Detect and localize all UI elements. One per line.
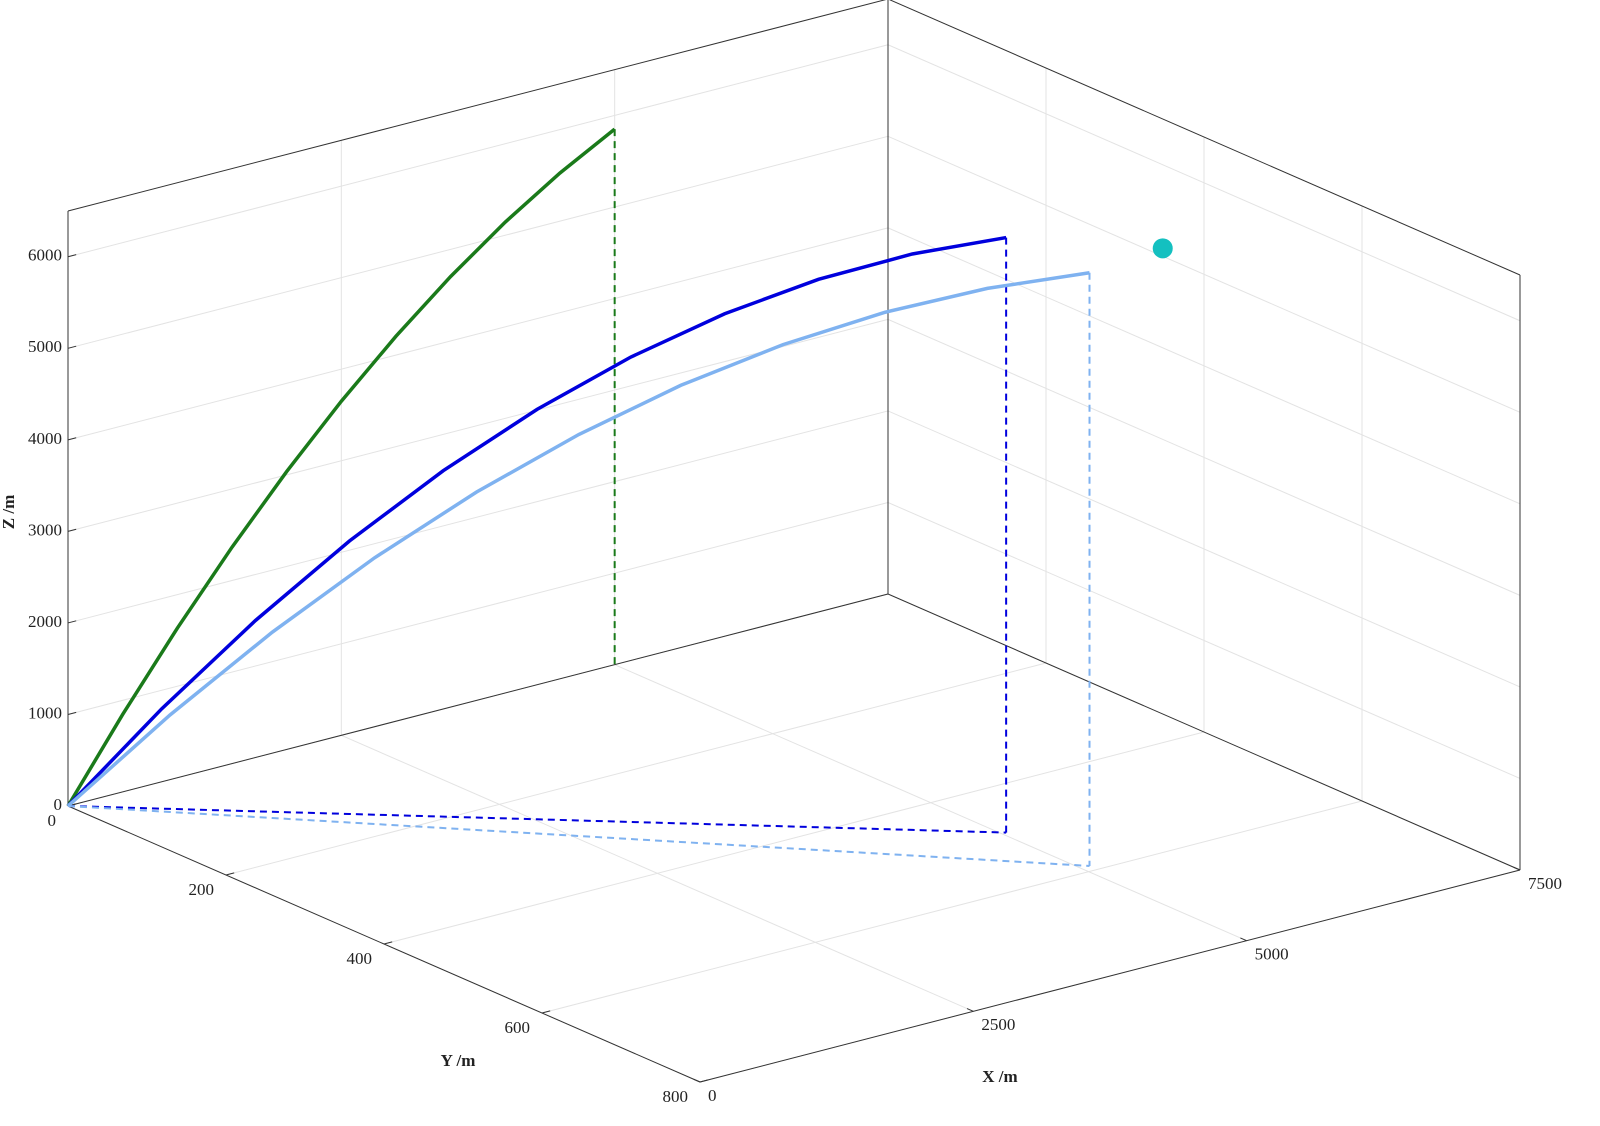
x-tick — [1513, 866, 1521, 871]
grid-line — [67, 227, 889, 441]
x-tick — [1240, 937, 1247, 942]
y-tick-label: 0 — [48, 811, 57, 830]
grid-line — [225, 662, 1047, 876]
trajectory — [66, 127, 616, 807]
axis-box-edge — [67, 0, 887, 212]
y-tick-label: 800 — [663, 1087, 689, 1106]
y-tick-label: 600 — [505, 1018, 531, 1037]
grid-line — [67, 135, 889, 349]
grid-line — [67, 44, 889, 258]
axis-box-edge — [67, 593, 889, 807]
grid-line — [887, 135, 1521, 413]
z-axis-label: Z /m — [0, 495, 18, 529]
target-point — [1152, 238, 1173, 259]
z-tick-label: 4000 — [28, 429, 62, 448]
z-tick — [67, 711, 77, 715]
y-tick-label: 400 — [347, 949, 373, 968]
x-tick-label: 0 — [708, 1086, 717, 1105]
grid-line — [67, 318, 889, 532]
x-tick-label: 7500 — [1528, 874, 1562, 893]
grid-line — [887, 227, 1521, 505]
axis-box-edge — [887, 593, 1521, 871]
grid-line — [67, 501, 889, 715]
z-tick-label: 0 — [54, 795, 63, 814]
z-tick — [67, 620, 77, 624]
grid-line — [887, 318, 1521, 596]
z-tick-label: 2000 — [28, 612, 62, 631]
grid-line — [887, 502, 1521, 779]
z-tick — [67, 254, 77, 258]
trajectory — [66, 235, 1007, 808]
grid-line — [67, 410, 889, 624]
z-tick-label: 1000 — [28, 703, 62, 722]
x-tick — [966, 1008, 974, 1012]
z-tick-label: 6000 — [28, 246, 62, 265]
grid-line — [887, 44, 1521, 322]
axis-box-edge — [889, 0, 1521, 276]
y-tick — [541, 1010, 551, 1014]
y-tick — [699, 1079, 709, 1083]
x-tick-label: 2500 — [981, 1015, 1015, 1034]
grid-line — [541, 800, 1363, 1014]
z-tick — [67, 528, 77, 532]
axis-box-edge — [699, 869, 1521, 1083]
grid-line — [383, 731, 1205, 945]
z-tick — [67, 437, 77, 441]
y-tick — [383, 941, 393, 945]
y-tick-label: 200 — [189, 880, 215, 899]
z-tick — [67, 345, 77, 349]
x-axis-label: X /m — [982, 1067, 1017, 1086]
y-tick — [225, 872, 235, 876]
ground-track — [67, 805, 1007, 834]
z-tick-label: 3000 — [28, 520, 62, 539]
ground-track — [67, 805, 1090, 867]
z-tick-label: 5000 — [28, 337, 62, 356]
y-axis-label: Y /m — [441, 1051, 476, 1070]
x-tick-label: 5000 — [1255, 945, 1289, 964]
trajectory — [66, 271, 1090, 808]
grid-line — [887, 410, 1521, 688]
x-tick — [693, 1078, 701, 1083]
